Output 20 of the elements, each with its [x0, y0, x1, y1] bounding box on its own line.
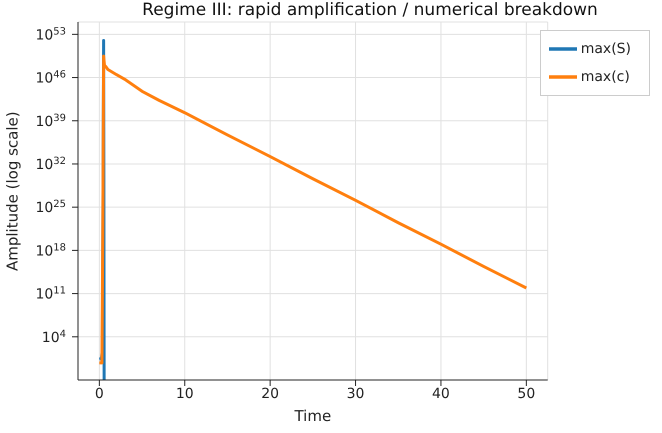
- y-tick-label: 10$^{18}$: [35, 242, 66, 260]
- y-tick-label: 10$^{4}$: [42, 328, 66, 346]
- x-tick-label: 50: [517, 386, 536, 402]
- legend-label: max(S): [580, 40, 631, 57]
- y-tick-label: 10$^{25}$: [35, 198, 66, 216]
- y-tick-label: 10$^{32}$: [35, 155, 66, 173]
- x-tick-label: 0: [94, 386, 104, 402]
- y-tick-label: 10$^{46}$: [35, 69, 66, 87]
- y-axis-title: Amplitude (log scale): [3, 111, 22, 271]
- chart-title: Regime III: rapid amplification / numerical breakdown: [141, 0, 599, 20]
- line-series: [98, 54, 528, 364]
- legend-label: max(c): [580, 68, 630, 85]
- y-tick-label: 10$^{11}$: [35, 285, 66, 303]
- y-tick-label: 10$^{39}$: [35, 112, 66, 130]
- x-axis-title: Time: [293, 407, 332, 425]
- y-tick-label: 10$^{53}$: [35, 26, 66, 44]
- x-tick-label: 30: [346, 386, 364, 402]
- x-tick-label: 40: [432, 386, 450, 402]
- x-tick-label: 20: [261, 386, 280, 402]
- x-tick-label: 10: [176, 386, 194, 402]
